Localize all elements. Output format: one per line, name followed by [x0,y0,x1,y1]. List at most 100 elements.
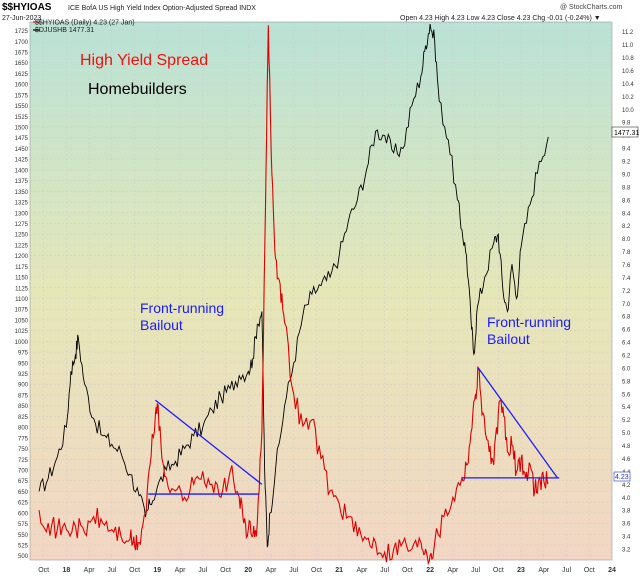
right-tick-label: 9.8 [622,121,631,127]
left-tick-label: 750 [18,447,29,453]
left-tick-label: 1050 [15,318,29,324]
left-tick-label: 1550 [15,104,29,110]
x-tick-label: Jul [380,567,389,574]
x-tick-label: Apr [266,567,278,574]
date-label: 27-Jun-2023 [2,15,41,22]
x-tick-label: Jul [471,567,480,574]
series-line-djushb [38,24,549,548]
left-axis: 500 525 550 575 600 625 650 675 700 725 750 775 800 8… [15,29,29,560]
right-tick-label: 6.8 [622,315,631,321]
left-tick-label: 600 [18,511,29,517]
right-tick-label: 7.4 [622,276,631,282]
right-tick-label: 9.2 [622,160,631,166]
right-tick-label: 11.2 [622,30,634,36]
annotation-left-line1: Front-running [140,300,224,316]
x-tick-label: Oct [311,567,322,574]
left-tick-label: 1075 [15,308,29,314]
x-tick-label: 24 [608,567,616,574]
trendline [155,399,263,485]
left-tick-label: 575 [18,522,29,528]
x-tick-label: Oct [220,567,231,574]
legend-djushb: $DJUSHB 1477.31 [35,27,94,34]
right-tick-label: 3.8 [622,509,631,515]
right-tick-label: 4.0 [622,496,631,502]
grid-layer [30,22,613,560]
right-tick-label: 10.4 [622,82,634,88]
x-tick-label: Jul [198,567,207,574]
right-axis: 3.23.43.63.84.04.24.44.64.85.05.25.45.65… [622,30,634,553]
right-tick-label: 3.6 [622,522,631,528]
x-axis: Oct 18 Apr Jul Oct 19 Apr Jul Oct 20 Apr Jul Oct 21 Ap… [38,567,616,574]
left-tick-label: 1150 [15,276,29,282]
left-tick-label: 700 [18,468,29,474]
title-high-yield-spread: High Yield Spread [80,52,208,69]
left-tick-label: 1425 [15,158,29,164]
left-tick-label: 1175 [15,265,29,271]
left-tick-label: 1650 [15,61,29,67]
x-tick-label: Apr [84,567,96,574]
right-tick-label: 9.0 [622,172,631,178]
left-tick-label: 1475 [15,136,29,142]
x-tick-label: 23 [517,567,525,574]
trendline-layer [148,367,560,495]
left-tick-label: 1300 [15,211,29,217]
left-tick-label: 550 [18,533,29,539]
symbol-label: $$HYIOAS [2,2,52,13]
x-tick-label: Oct [129,567,140,574]
left-tick-label: 1450 [15,147,29,153]
right-tick-label: 5.6 [622,392,631,398]
right-tick-label: 8.6 [622,198,631,204]
left-tick-label: 1600 [15,83,29,89]
left-tick-label: 1125 [15,286,29,292]
right-tick-label: 5.4 [622,405,631,411]
x-tick-label: Jul [562,567,571,574]
left-tick-label: 1100 [15,297,29,303]
right-tick-label: 8.8 [622,185,631,191]
left-tick-label: 1250 [15,233,29,239]
left-tick-label: 650 [18,490,29,496]
x-tick-label: Oct [493,567,504,574]
x-tick-label: 21 [335,567,343,574]
right-tick-label: 5.0 [622,431,631,437]
right-tick-label: 6.4 [622,341,631,347]
left-tick-label: 525 [18,543,29,549]
watermark-label: @ StockCharts.com [560,4,623,11]
right-tick-label: 7.2 [622,289,631,295]
last-value-tag-hyioas: 4.23 [613,471,631,482]
series-layer [38,24,549,566]
x-tick-label: Apr [175,567,187,574]
x-tick-label: Oct [38,567,49,574]
series-line-hyioas [38,25,549,566]
left-tick-label: 975 [18,351,29,357]
left-tick-label: 1500 [15,126,29,132]
annotation-right-line1: Front-running [487,314,571,330]
x-tick-label: Oct [584,567,595,574]
x-tick-label: 19 [153,567,161,574]
last-value-djushb: 1477.31 [614,130,639,137]
right-tick-label: 5.2 [622,418,631,424]
right-tick-label: 3.2 [622,548,631,554]
x-tick-label: Apr [447,567,459,574]
left-tick-label: 675 [18,479,29,485]
plot-background [29,21,613,561]
annotation-left-line2: Bailout [140,317,183,333]
right-tick-label: 6.6 [622,328,631,334]
left-tick-label: 875 [18,393,29,399]
annotation-right-line2: Bailout [487,331,530,347]
right-tick-label: 10.2 [622,95,634,101]
right-tick-label: 4.6 [622,457,631,463]
left-tick-label: 1025 [15,329,29,335]
x-tick-label: 20 [244,567,252,574]
left-tick-label: 850 [18,404,29,410]
right-tick-label: 4.2 [622,483,631,489]
title-homebuilders: Homebuilders [88,81,187,98]
x-tick-label: Jul [289,567,298,574]
right-tick-label: 4.8 [622,444,631,450]
right-tick-label: 7.8 [622,250,631,256]
right-tick-label: 3.4 [622,535,631,541]
right-tick-label: 10.0 [622,108,634,114]
right-tick-label: 5.8 [622,379,631,385]
x-tick-label: Apr [356,567,368,574]
right-tick-label: 6.2 [622,354,631,360]
